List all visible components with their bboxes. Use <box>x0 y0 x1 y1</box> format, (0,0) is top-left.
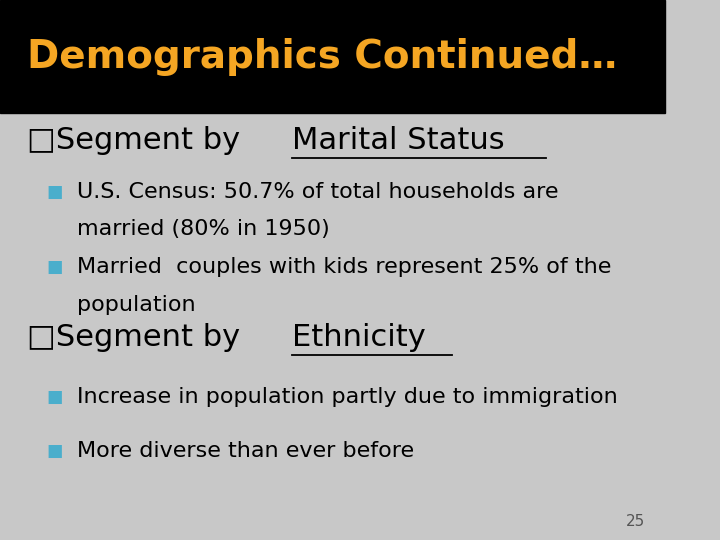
Text: □Segment by: □Segment by <box>27 323 250 352</box>
Text: Marital Status: Marital Status <box>292 126 505 155</box>
Text: married (80% in 1950): married (80% in 1950) <box>76 219 329 240</box>
Text: Demographics Continued…: Demographics Continued… <box>27 38 617 76</box>
Text: Ethnicity: Ethnicity <box>292 323 426 352</box>
Text: ■: ■ <box>47 258 63 276</box>
Text: Married  couples with kids represent 25% of the: Married couples with kids represent 25% … <box>76 257 611 278</box>
Text: ■: ■ <box>47 388 63 406</box>
Text: ■: ■ <box>47 183 63 201</box>
Text: population: population <box>76 295 195 315</box>
Text: More diverse than ever before: More diverse than ever before <box>76 441 414 461</box>
Text: U.S. Census: 50.7% of total households are: U.S. Census: 50.7% of total households a… <box>76 181 558 202</box>
Text: □Segment by: □Segment by <box>27 126 250 155</box>
FancyBboxPatch shape <box>0 0 665 113</box>
Text: 25: 25 <box>626 514 645 529</box>
Text: Increase in population partly due to immigration: Increase in population partly due to imm… <box>76 387 617 407</box>
Text: ■: ■ <box>47 442 63 460</box>
